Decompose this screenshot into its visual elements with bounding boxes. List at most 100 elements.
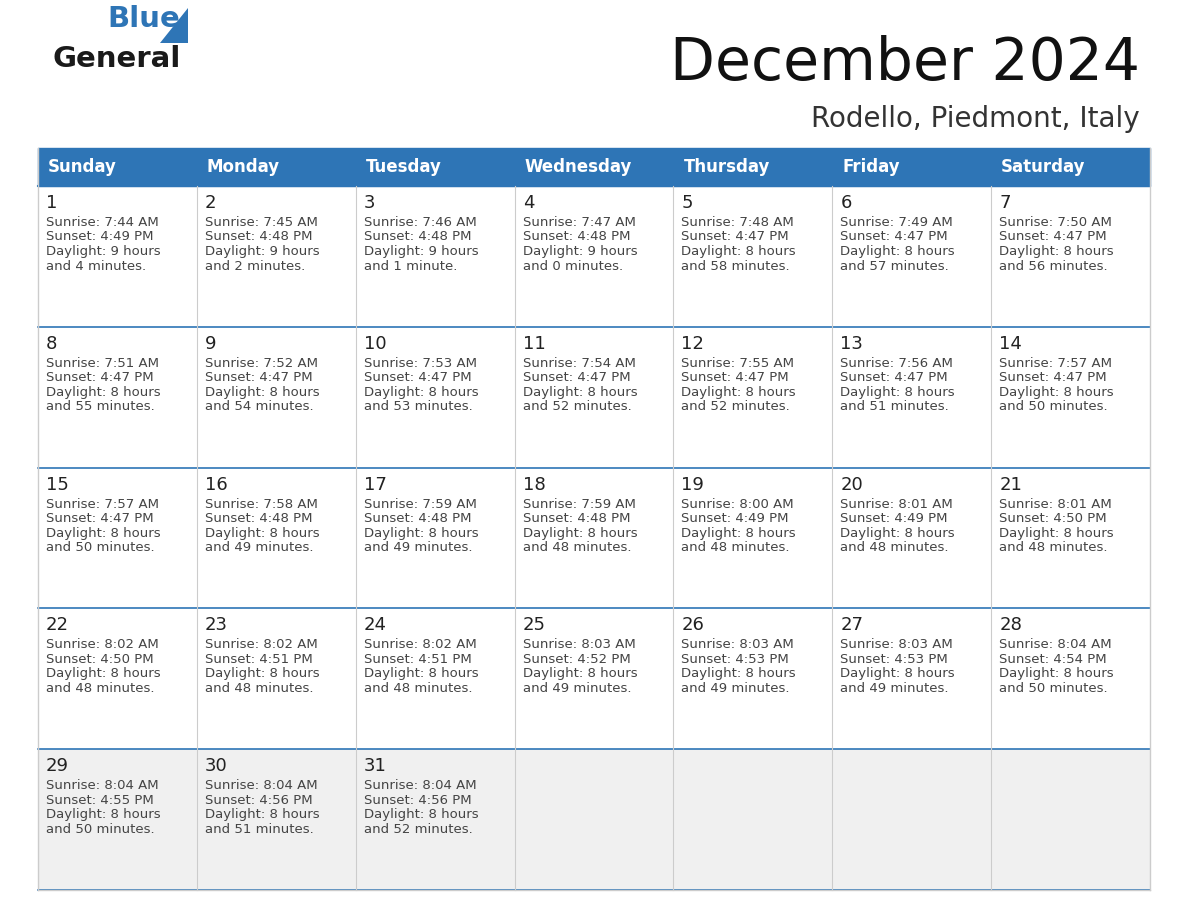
Text: and 56 minutes.: and 56 minutes. [999, 260, 1107, 273]
Text: and 51 minutes.: and 51 minutes. [840, 400, 949, 413]
Text: Rodello, Piedmont, Italy: Rodello, Piedmont, Italy [811, 105, 1140, 133]
Text: Sunset: 4:47 PM: Sunset: 4:47 PM [364, 371, 472, 385]
Text: and 49 minutes.: and 49 minutes. [364, 541, 472, 554]
Text: and 49 minutes.: and 49 minutes. [682, 682, 790, 695]
Text: Sunset: 4:47 PM: Sunset: 4:47 PM [999, 371, 1107, 385]
Text: Sunrise: 8:02 AM: Sunrise: 8:02 AM [204, 638, 317, 652]
Text: Sunset: 4:48 PM: Sunset: 4:48 PM [204, 512, 312, 525]
Text: Blue: Blue [107, 5, 179, 33]
Text: 10: 10 [364, 335, 386, 353]
Text: Sunrise: 7:47 AM: Sunrise: 7:47 AM [523, 216, 636, 229]
Text: 4: 4 [523, 194, 535, 212]
Bar [197, 467, 355, 609]
Bar [38, 749, 197, 890]
Text: Sunset: 4:48 PM: Sunset: 4:48 PM [364, 512, 472, 525]
Text: 27: 27 [840, 616, 864, 634]
Text: Sunrise: 7:55 AM: Sunrise: 7:55 AM [682, 357, 795, 370]
Text: Sunrise: 7:59 AM: Sunrise: 7:59 AM [364, 498, 476, 510]
Text: and 57 minutes.: and 57 minutes. [840, 260, 949, 273]
Bar [514, 148, 674, 186]
Text: Daylight: 9 hours: Daylight: 9 hours [364, 245, 479, 258]
Bar [514, 186, 674, 327]
Text: Daylight: 8 hours: Daylight: 8 hours [523, 386, 637, 398]
Text: and 48 minutes.: and 48 minutes. [999, 541, 1107, 554]
Text: and 49 minutes.: and 49 minutes. [204, 541, 314, 554]
Text: and 49 minutes.: and 49 minutes. [840, 682, 949, 695]
Text: 15: 15 [46, 476, 69, 494]
Text: and 48 minutes.: and 48 minutes. [523, 541, 631, 554]
Text: Sunset: 4:54 PM: Sunset: 4:54 PM [999, 653, 1107, 666]
Text: Daylight: 8 hours: Daylight: 8 hours [840, 245, 955, 258]
Text: Sunset: 4:50 PM: Sunset: 4:50 PM [999, 512, 1107, 525]
Text: 19: 19 [682, 476, 704, 494]
Text: Sunset: 4:51 PM: Sunset: 4:51 PM [204, 653, 312, 666]
Text: Sunset: 4:47 PM: Sunset: 4:47 PM [46, 512, 153, 525]
Text: Sunrise: 8:04 AM: Sunrise: 8:04 AM [204, 779, 317, 792]
Text: Sunrise: 8:01 AM: Sunrise: 8:01 AM [999, 498, 1112, 510]
Text: 26: 26 [682, 616, 704, 634]
Text: Sunrise: 7:57 AM: Sunrise: 7:57 AM [999, 357, 1112, 370]
Bar [38, 327, 197, 467]
Text: Daylight: 8 hours: Daylight: 8 hours [204, 667, 320, 680]
Text: Sunset: 4:47 PM: Sunset: 4:47 PM [999, 230, 1107, 243]
Text: Sunrise: 8:02 AM: Sunrise: 8:02 AM [46, 638, 159, 652]
Text: Daylight: 8 hours: Daylight: 8 hours [682, 386, 796, 398]
Text: 14: 14 [999, 335, 1022, 353]
Text: 3: 3 [364, 194, 375, 212]
Text: and 49 minutes.: and 49 minutes. [523, 682, 631, 695]
Text: Sunset: 4:48 PM: Sunset: 4:48 PM [523, 512, 630, 525]
Text: 24: 24 [364, 616, 387, 634]
Bar [38, 609, 197, 749]
Text: 11: 11 [523, 335, 545, 353]
Text: Daylight: 8 hours: Daylight: 8 hours [840, 386, 955, 398]
Text: Sunrise: 7:53 AM: Sunrise: 7:53 AM [364, 357, 476, 370]
Bar [674, 327, 833, 467]
Text: Sunrise: 8:03 AM: Sunrise: 8:03 AM [682, 638, 795, 652]
Text: Daylight: 8 hours: Daylight: 8 hours [204, 386, 320, 398]
Bar [991, 749, 1150, 890]
Bar [197, 186, 355, 327]
Bar [991, 148, 1150, 186]
Bar [355, 749, 514, 890]
Text: Sunrise: 7:51 AM: Sunrise: 7:51 AM [46, 357, 159, 370]
Text: and 52 minutes.: and 52 minutes. [364, 823, 473, 835]
Text: Saturday: Saturday [1001, 158, 1086, 176]
Text: Sunset: 4:49 PM: Sunset: 4:49 PM [840, 512, 948, 525]
Bar [38, 186, 197, 327]
Text: Daylight: 8 hours: Daylight: 8 hours [46, 667, 160, 680]
Bar [833, 327, 991, 467]
Bar [197, 327, 355, 467]
Text: Sunrise: 7:46 AM: Sunrise: 7:46 AM [364, 216, 476, 229]
Text: Sunset: 4:56 PM: Sunset: 4:56 PM [204, 794, 312, 807]
Text: 9: 9 [204, 335, 216, 353]
Text: Sunrise: 7:49 AM: Sunrise: 7:49 AM [840, 216, 953, 229]
Text: 12: 12 [682, 335, 704, 353]
Text: Wednesday: Wednesday [525, 158, 632, 176]
Text: and 50 minutes.: and 50 minutes. [46, 823, 154, 835]
Text: 25: 25 [523, 616, 545, 634]
Bar [833, 609, 991, 749]
Bar [674, 186, 833, 327]
Bar [991, 467, 1150, 609]
Text: 28: 28 [999, 616, 1022, 634]
Text: Sunset: 4:47 PM: Sunset: 4:47 PM [840, 230, 948, 243]
Bar [674, 609, 833, 749]
Text: Sunset: 4:53 PM: Sunset: 4:53 PM [840, 653, 948, 666]
Text: 13: 13 [840, 335, 864, 353]
Bar [991, 327, 1150, 467]
Text: Daylight: 8 hours: Daylight: 8 hours [46, 386, 160, 398]
Text: and 54 minutes.: and 54 minutes. [204, 400, 314, 413]
Bar [833, 186, 991, 327]
Text: 8: 8 [46, 335, 57, 353]
Text: Daylight: 8 hours: Daylight: 8 hours [523, 527, 637, 540]
Text: Monday: Monday [207, 158, 280, 176]
Text: Sunset: 4:56 PM: Sunset: 4:56 PM [364, 794, 472, 807]
Text: Sunrise: 8:03 AM: Sunrise: 8:03 AM [523, 638, 636, 652]
Text: Sunrise: 8:04 AM: Sunrise: 8:04 AM [999, 638, 1112, 652]
Text: Daylight: 8 hours: Daylight: 8 hours [523, 667, 637, 680]
Text: Sunset: 4:51 PM: Sunset: 4:51 PM [364, 653, 472, 666]
Text: 7: 7 [999, 194, 1011, 212]
Bar [674, 467, 833, 609]
Text: 17: 17 [364, 476, 386, 494]
Text: Daylight: 8 hours: Daylight: 8 hours [682, 667, 796, 680]
